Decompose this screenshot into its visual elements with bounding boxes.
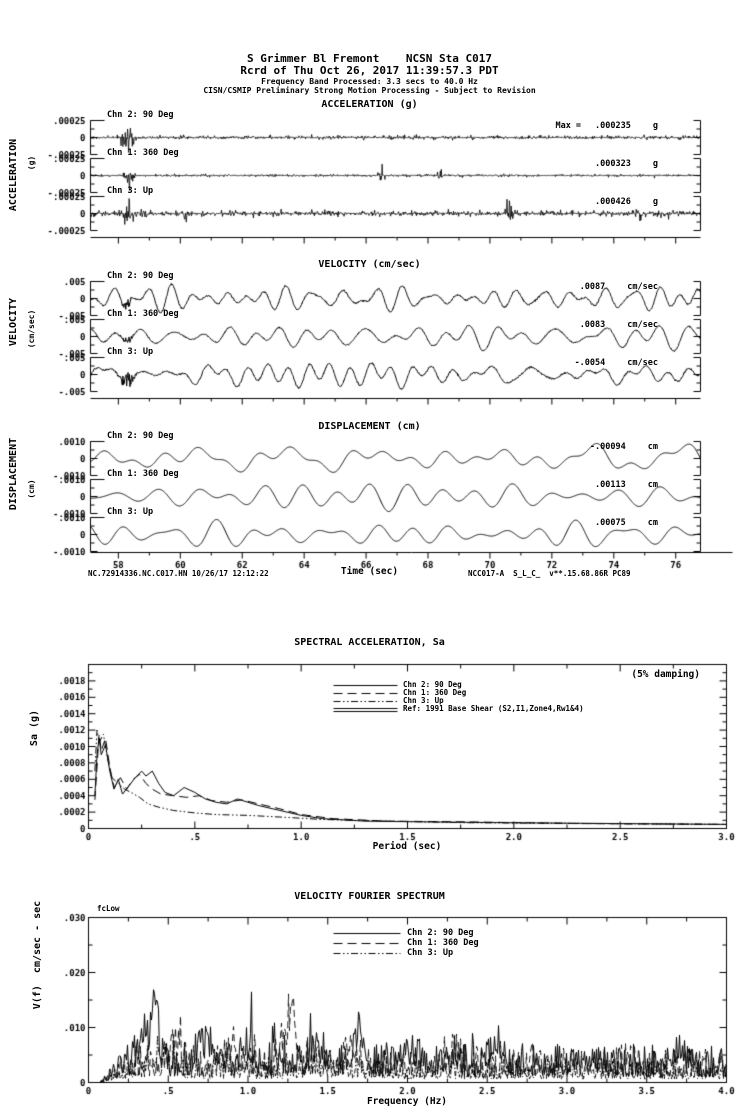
sa-legend-chn2: Chn 2: 90 Deg	[403, 680, 462, 689]
sa-legend-chn1: Chn 1: 360 Deg	[403, 688, 467, 697]
processing-note: CISN/CSMIP Preliminary Strong Motion Pro…	[203, 86, 536, 95]
sa-legend-chn3: Chn 3: Up	[403, 696, 444, 705]
displacement-axis-units-label: (cm)	[27, 479, 36, 499]
fourier-y-axis-label: V(f) cm/sec - sec	[32, 900, 43, 1010]
max-units: g	[652, 197, 658, 207]
max-units: cm/sec	[627, 282, 658, 292]
max-value: -.00094	[589, 442, 626, 452]
vel-chn2-max: .0087 cm/sec	[440, 282, 658, 292]
processing-footer: NCC017-A S_L_C_ v**.15.68.86R PC89	[468, 569, 631, 578]
disp-chn3-max: .00075 cm	[440, 518, 658, 528]
max-units: cm	[647, 442, 658, 452]
disp-chn2-label: Chn 2: 90 Deg	[107, 431, 174, 441]
displacement-axis-label: DISPLACEMENT	[8, 437, 19, 511]
time-axis-label: Time (sec)	[340, 566, 399, 577]
disp-chn2-max: -.00094 cm	[440, 442, 658, 452]
fourier-legend-chn1: Chn 1: 360 Deg	[407, 938, 479, 948]
vel-chn1-label: Chn 1: 360 Deg	[107, 309, 179, 319]
accel-chn2-max: Max = .000235 g	[440, 121, 658, 131]
disp-chn1-max: .00113 cm	[440, 480, 658, 490]
max-prefix: Max =	[555, 121, 582, 131]
record-timestamp: Rcrd of Thu Oct 26, 2017 11:39:57.3 PDT	[240, 64, 499, 77]
fourier-fclow-label: fcLow	[97, 904, 120, 913]
sa-y-axis-label: Sa (g)	[29, 709, 40, 747]
fourier-legend-chn3: Chn 3: Up	[407, 948, 454, 958]
max-value: -.0054	[574, 358, 606, 368]
accel-chn1-max: .000323 g	[440, 159, 658, 169]
accel-chn1-label: Chn 1: 360 Deg	[107, 148, 179, 158]
velocity-section-title: VELOCITY (cm/sec)	[318, 259, 421, 270]
max-units: cm/sec	[627, 358, 658, 368]
sa-damping-annotation: (5% damping)	[631, 669, 700, 680]
vel-chn2-label: Chn 2: 90 Deg	[107, 271, 174, 281]
max-value: .0083	[579, 320, 606, 330]
max-units: cm	[647, 518, 658, 528]
displacement-section-title: DISPLACEMENT (cm)	[318, 421, 421, 432]
max-value: .0087	[579, 282, 606, 292]
max-value: .00113	[595, 480, 626, 490]
fourier-legend-chn2: Chn 2: 90 Deg	[407, 928, 474, 938]
sa-x-axis-label: Period (sec)	[372, 841, 442, 852]
max-units: g	[652, 121, 658, 131]
max-units: cm	[647, 480, 658, 490]
fourier-x-axis-label: Frequency (Hz)	[366, 1096, 448, 1107]
sa-title: SPECTRAL ACCELERATION, Sa	[294, 637, 445, 648]
max-value: .000323	[595, 159, 631, 169]
disp-chn1-label: Chn 1: 360 Deg	[107, 469, 179, 479]
acceleration-section-title: ACCELERATION (g)	[321, 99, 418, 110]
max-value: .000235	[595, 121, 631, 131]
max-units: g	[652, 159, 658, 169]
station-title: S Grimmer Bl Fremont NCSN Sta C017	[246, 52, 493, 65]
max-value: .000426	[595, 197, 631, 207]
sa-legend-ref: Ref: 1991 Base Shear (S2,I1,Zone4,Rw1&4)	[403, 704, 584, 713]
vel-chn3-label: Chn 3: Up	[107, 347, 154, 357]
accel-chn2-label: Chn 2: 90 Deg	[107, 110, 174, 120]
record-id-footer: NC.72914336.NC.C017.HN 10/26/17 12:12:22	[88, 569, 269, 578]
vel-chn1-max: .0083 cm/sec	[440, 320, 658, 330]
vel-chn3-max: -.0054 cm/sec	[440, 358, 658, 368]
fourier-title: VELOCITY FOURIER SPECTRUM	[294, 891, 445, 902]
max-units: cm/sec	[627, 320, 658, 330]
frequency-band-note: Frequency Band Processed: 3.3 secs to 40…	[261, 77, 478, 86]
max-value: .00075	[595, 518, 626, 528]
accel-chn3-max: .000426 g	[440, 197, 658, 207]
disp-chn3-label: Chn 3: Up	[107, 507, 154, 517]
accel-chn3-label: Chn 3: Up	[107, 186, 154, 196]
